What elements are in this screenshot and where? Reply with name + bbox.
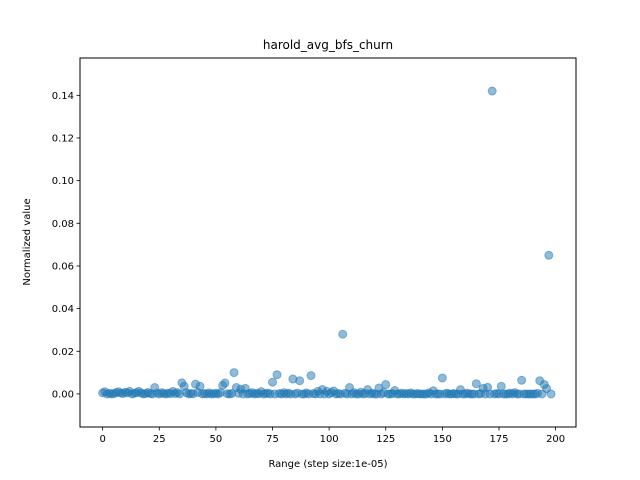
x-tick-label: 150 [433, 434, 452, 445]
x-tick-label: 200 [546, 434, 565, 445]
data-point [195, 381, 205, 391]
x-tick-label: 100 [320, 434, 339, 445]
x-tick-label: 125 [376, 434, 395, 445]
plot-area-frame [79, 57, 577, 428]
data-point [295, 376, 305, 386]
data-point [544, 250, 554, 260]
data-point [471, 379, 481, 389]
x-axis-ticks: 0 25 50 75 100 125 150 175 200 [99, 427, 565, 445]
y-tick-label: 0.08 [52, 219, 74, 230]
chart-title: harold_avg_bfs_churn [263, 38, 393, 52]
x-axis-label: Range (step size:1e-05) [268, 459, 387, 470]
y-tick-label: 0.04 [52, 304, 74, 315]
y-tick-label: 0.10 [52, 176, 74, 187]
data-point [437, 373, 447, 383]
data-point [517, 375, 527, 385]
data-point [546, 389, 556, 399]
data-point [306, 371, 316, 381]
data-point [229, 368, 239, 378]
data-point [487, 86, 497, 96]
y-tick-label: 0.12 [52, 133, 74, 144]
y-axis-label: Normalized value [22, 198, 33, 285]
points-layer [98, 86, 556, 399]
data-point [220, 378, 230, 388]
y-axis-ticks: 0.00 0.02 0.04 0.06 0.08 0.10 0.12 0.14 [52, 91, 80, 400]
data-point [268, 377, 278, 387]
x-tick-label: 75 [266, 434, 279, 445]
x-tick-label: 175 [489, 434, 508, 445]
y-tick-label: 0.06 [52, 261, 74, 272]
y-tick-label: 0.00 [52, 389, 74, 400]
y-tick-label: 0.14 [52, 91, 74, 102]
data-point [338, 329, 348, 339]
data-point [381, 380, 391, 390]
y-tick-label: 0.02 [52, 347, 74, 358]
data-point [272, 370, 282, 380]
x-tick-label: 25 [153, 434, 166, 445]
x-tick-label: 0 [99, 434, 105, 445]
data-point [496, 381, 506, 391]
x-tick-label: 50 [210, 434, 223, 445]
